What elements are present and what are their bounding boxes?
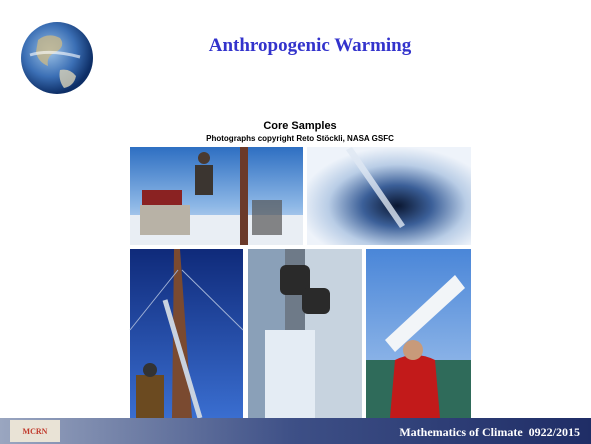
photo-drill-tower (130, 249, 243, 418)
photo-core-lift (366, 249, 471, 418)
photo-borehole (307, 147, 471, 245)
slide: Anthropogenic Warming Core Samples Photo… (0, 0, 591, 444)
figure-title: Core Samples (263, 120, 336, 132)
footer-text: Mathematics of Climate 0922/2015 (399, 425, 580, 439)
slide-title: Anthropogenic Warming (209, 35, 412, 56)
photo-drill-site (130, 147, 303, 245)
globe-logo (21, 22, 93, 94)
photo-ice-core (248, 249, 362, 418)
footer-logo: MCRN (23, 427, 48, 436)
figure-credit: Photographs copyright Reto Stöckli, NASA… (206, 134, 394, 143)
